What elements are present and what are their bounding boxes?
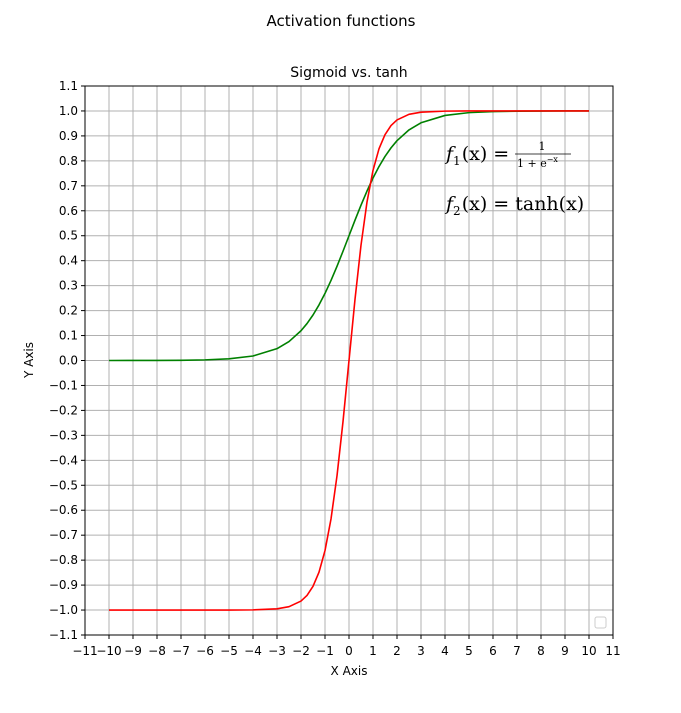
y-tick-label: −0.5 (49, 478, 78, 492)
y-tick-label: −1.0 (49, 603, 78, 617)
f2-symbol: f (444, 193, 456, 215)
f1-numerator: 1 (539, 140, 546, 153)
y-tick-label: 0.8 (59, 154, 78, 168)
ticks: −11−10 −9 −8 −7 −6 −5 −4 −3 −2 −1 0 1 2 3 4 5 6 7 8 9 10 111.… (49, 79, 621, 658)
y-tick-label: 0.5 (59, 229, 78, 243)
x-tick-label: −6 (196, 644, 214, 658)
y-tick-label: 0.2 (59, 304, 78, 318)
y-tick-label: −0.1 (49, 378, 78, 392)
figure-title: Activation functions (267, 12, 416, 30)
y-tick-label: −1.1 (49, 628, 78, 642)
y-tick-label: −0.6 (49, 503, 78, 517)
x-tick-label: 6 (489, 644, 497, 658)
legend-box (594, 616, 607, 629)
f1-args: (x) = (462, 143, 510, 165)
y-tick-label: 0.3 (59, 279, 78, 293)
x-tick-label: −8 (148, 644, 166, 658)
x-tick-label: 3 (417, 644, 425, 658)
x-axis-label: X Axis (331, 664, 368, 678)
y-tick-label: −0.9 (49, 578, 78, 592)
x-tick-label: −7 (172, 644, 190, 658)
sigmoid-line (108, 110, 590, 362)
x-tick-label: −9 (124, 644, 142, 658)
svg-text:1 + e−x: 1 + e−x (517, 155, 558, 170)
series (108, 110, 590, 611)
y-tick-label: −0.8 (49, 553, 78, 567)
f1-symbol: f (444, 143, 456, 165)
f1-denominator: 1 + e (517, 157, 547, 170)
x-tick-label: 4 (441, 644, 449, 658)
y-tick-label: 0.0 (59, 354, 78, 368)
x-tick-label: −11 (72, 644, 97, 658)
x-tick-label: 7 (513, 644, 521, 658)
y-tick-label: 0.1 (59, 329, 78, 343)
x-tick-label: −2 (292, 644, 310, 658)
y-tick-label: 1.1 (59, 79, 78, 93)
tanh-line (109, 110, 589, 611)
x-tick-label: 9 (561, 644, 569, 658)
svg-text:f1(x) =: f1(x) = (444, 143, 509, 168)
x-tick-label: 8 (537, 644, 545, 658)
annotation-sigmoid-formula: f1(x) = 1 1 + e−x (444, 140, 571, 170)
y-tick-label: −0.2 (49, 403, 78, 417)
f1-subscript: 1 (453, 154, 461, 168)
y-tick-label: −0.3 (49, 428, 78, 442)
f2-rhs: (x) = tanh(x) (462, 193, 585, 215)
annotation-tanh-formula: f2(x) = tanh(x) (444, 193, 584, 218)
x-tick-label: 11 (605, 644, 620, 658)
y-axis-label: Y Axis (22, 342, 36, 379)
f2-subscript: 2 (453, 204, 461, 218)
y-tick-label: −0.4 (49, 453, 78, 467)
x-tick-label: 10 (581, 644, 596, 658)
x-tick-label: −5 (220, 644, 238, 658)
svg-text:f2(x) = tanh(x): f2(x) = tanh(x) (444, 193, 584, 218)
plot-frame (84, 85, 614, 636)
x-tick-label: −1 (316, 644, 334, 658)
x-tick-label: 2 (393, 644, 401, 658)
x-tick-label: −10 (96, 644, 121, 658)
y-tick-label: −0.7 (49, 528, 78, 542)
x-tick-label: 0 (345, 644, 353, 658)
y-tick-label: 0.6 (59, 204, 78, 218)
y-tick-label: 0.4 (59, 254, 78, 268)
x-tick-label: 5 (465, 644, 473, 658)
y-tick-label: 1.0 (59, 104, 78, 118)
x-tick-label: 1 (369, 644, 377, 658)
x-tick-label: −4 (244, 644, 262, 658)
chart-title: Sigmoid vs. tanh (290, 65, 407, 81)
y-tick-label: 0.9 (59, 129, 78, 143)
y-tick-label: 0.7 (59, 179, 78, 193)
x-tick-label: −3 (268, 644, 286, 658)
f1-exponent: −x (547, 155, 559, 164)
